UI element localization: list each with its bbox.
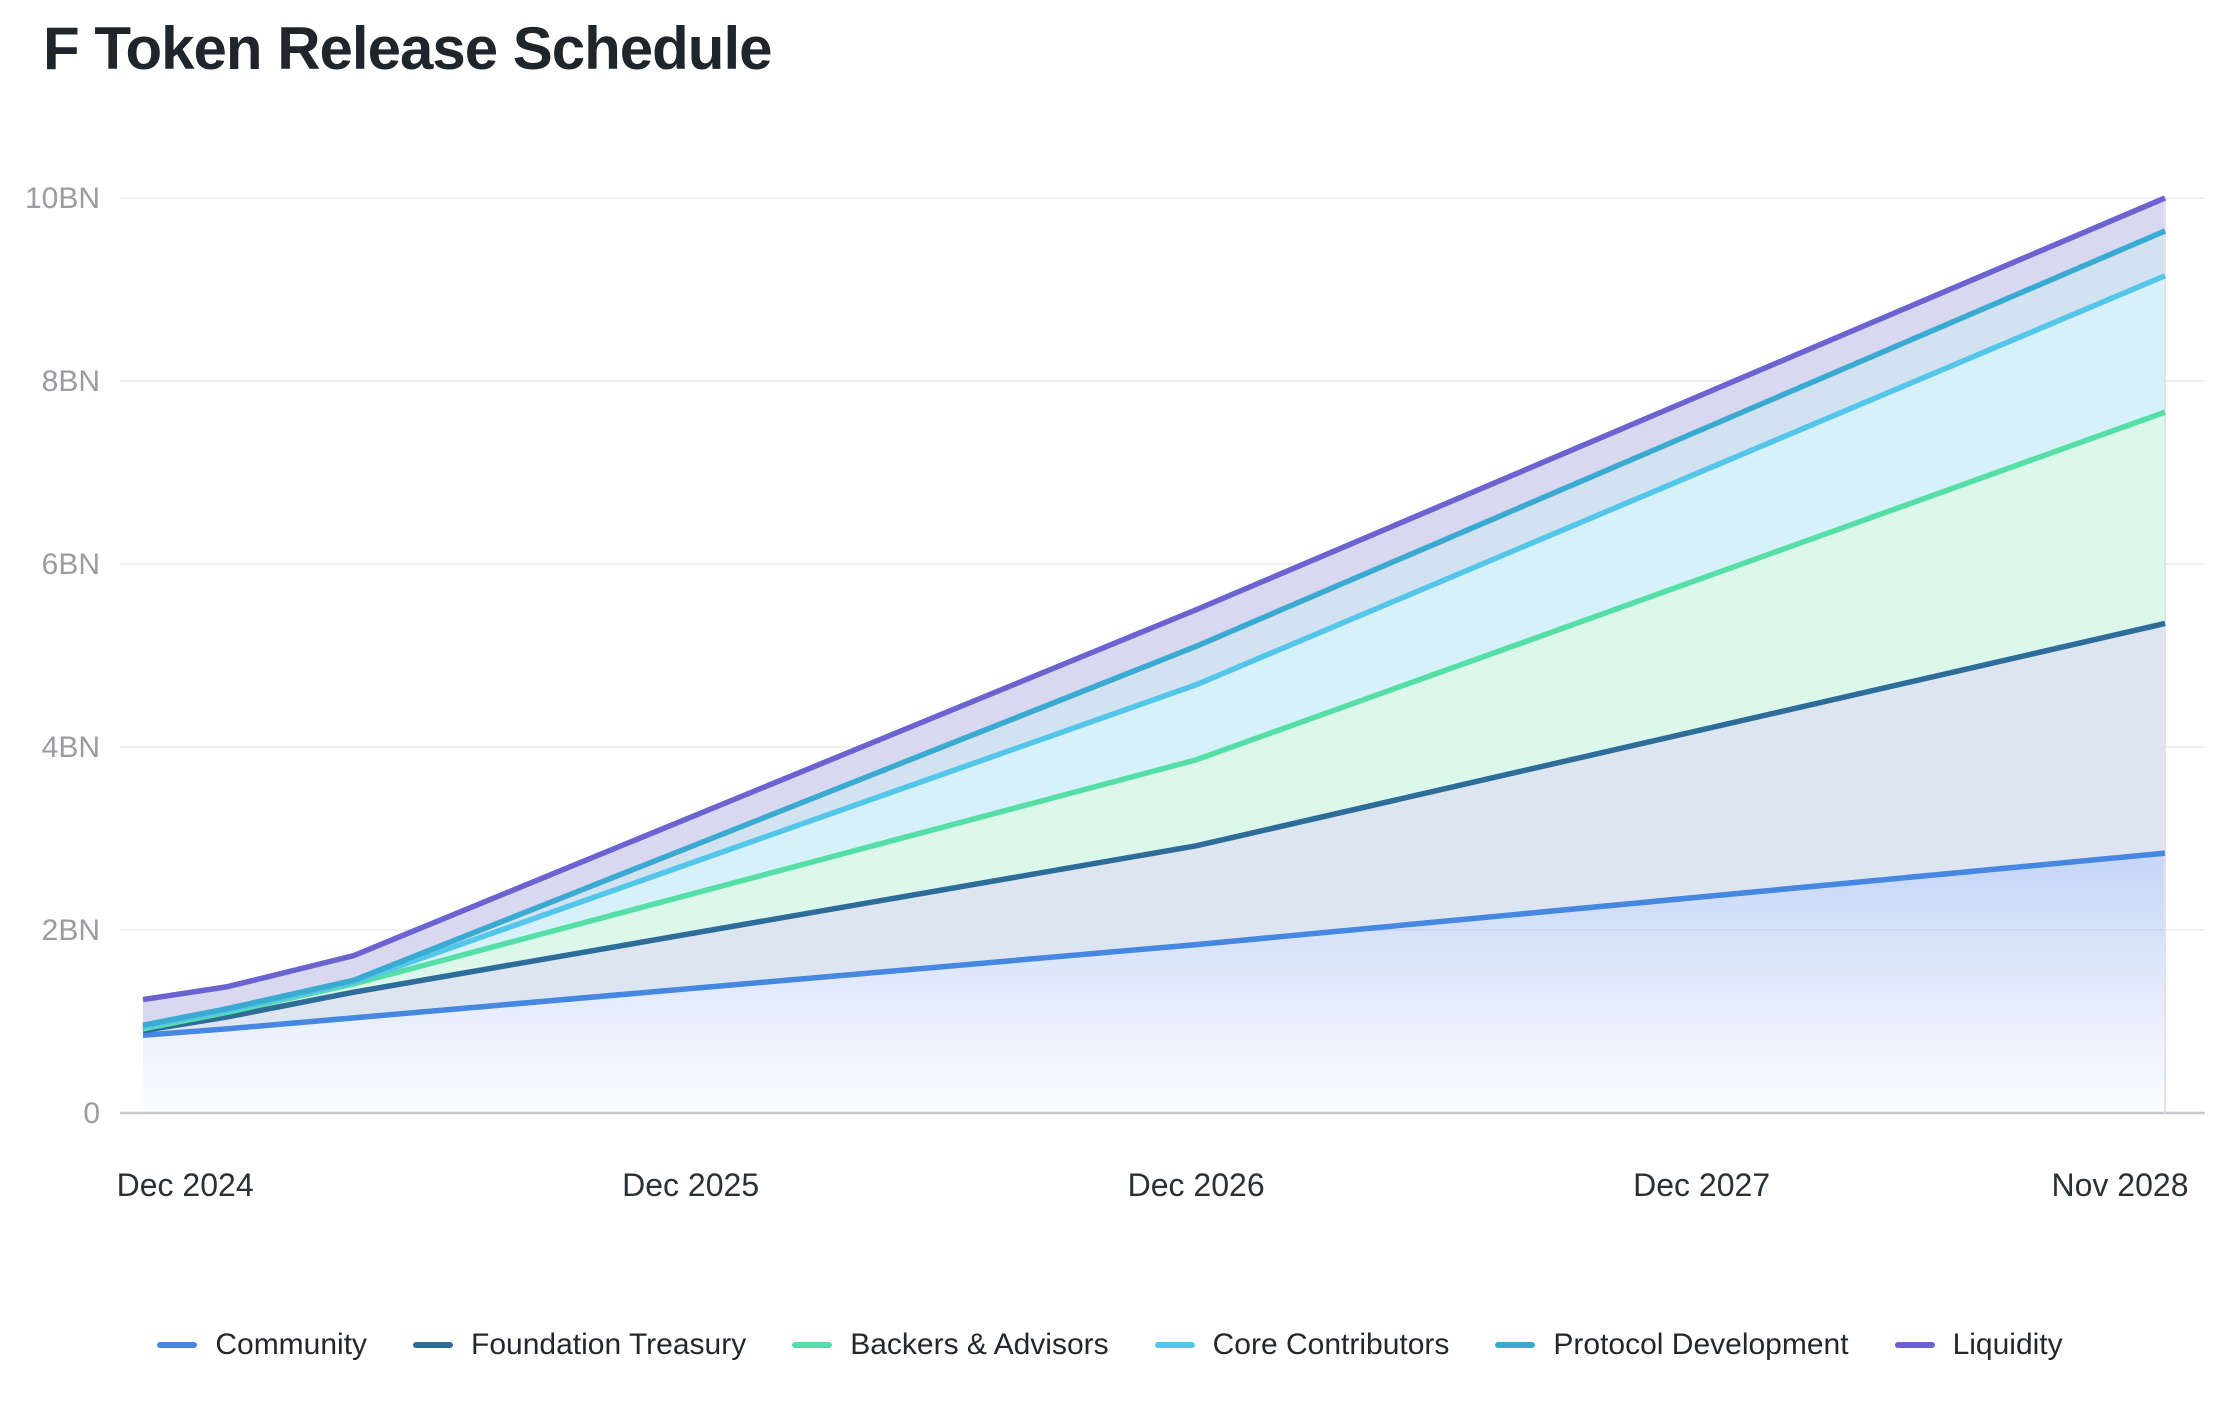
legend-label: Liquidity [1952, 1328, 2063, 1361]
legend-swatch-icon [1154, 1342, 1195, 1348]
legend-swatch-icon [1495, 1342, 1536, 1348]
x-axis-label: Dec 2026 [1128, 1167, 1265, 1203]
legend-item-community[interactable]: Community [157, 1328, 367, 1362]
legend-swatch-icon [413, 1342, 454, 1348]
legend-item-core-contributors[interactable]: Core Contributors [1154, 1328, 1450, 1362]
legend-swatch-icon [157, 1342, 198, 1348]
x-axis-label: Dec 2024 [117, 1167, 254, 1203]
legend-label: Core Contributors [1212, 1328, 1450, 1361]
legend-swatch-icon [792, 1342, 833, 1348]
x-axis-label: Nov 2028 [2052, 1167, 2189, 1203]
x-axis-label: Dec 2025 [622, 1167, 759, 1203]
legend-item-foundation-treasury[interactable]: Foundation Treasury [413, 1328, 746, 1362]
legend-item-protocol-development[interactable]: Protocol Development [1495, 1328, 1849, 1362]
y-axis-label: 8BN [42, 365, 100, 398]
legend-swatch-icon [1894, 1342, 1935, 1348]
y-axis-label: 4BN [42, 731, 100, 764]
legend-label: Foundation Treasury [471, 1328, 747, 1361]
series-line-foundation-treasury [142, 620, 2166, 1034]
series-line-community [142, 850, 2166, 1038]
y-axis-label: 2BN [42, 914, 100, 947]
series-line-protocol-development [142, 228, 2167, 1028]
area-band-community [143, 853, 2165, 1113]
legend-label: Community [215, 1328, 368, 1361]
series-line-liquidity [142, 195, 2167, 1003]
y-axis-label: 0 [83, 1097, 100, 1130]
legend-label: Backers & Advisors [850, 1328, 1109, 1361]
y-axis-label: 6BN [42, 548, 100, 581]
legend-item-backers-advisors[interactable]: Backers & Advisors [792, 1328, 1109, 1362]
chart-title: F Token Release Schedule [43, 15, 772, 82]
legend-item-liquidity[interactable]: Liquidity [1894, 1328, 2063, 1362]
legend-label: Protocol Development [1553, 1328, 1849, 1361]
chart-legend: Community Foundation Treasury Backers & Ad… [0, 1318, 2220, 1372]
x-axis-label: Dec 2027 [1633, 1167, 1770, 1203]
y-axis-label: 10BN [25, 182, 100, 215]
